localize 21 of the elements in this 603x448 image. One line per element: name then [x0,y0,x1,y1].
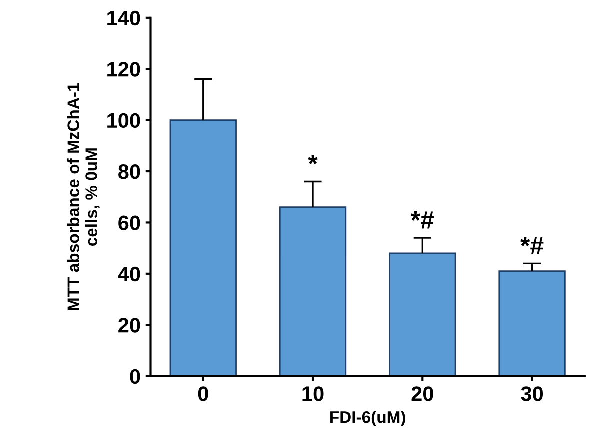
y-tick-label: 80 [118,164,140,180]
y-tick-label: 100 [108,113,140,128]
x-tick-label: 20 [412,386,434,402]
x-tick-label: 0 [198,386,208,402]
annotation: *# [410,212,434,229]
y-tick-label: 40 [118,266,140,282]
y-tick-label: 20 [118,318,140,333]
y-tick-label: 60 [118,216,140,230]
y-tick-label: 140 [108,10,140,26]
annotation: *# [520,237,544,254]
x-tick-label: 10 [302,386,324,402]
x-axis-title: FDI-6(uM) [330,411,406,427]
bar [279,206,347,376]
y-axis-title: MTT absorbance of MzChA-1 cells, % 0uM [67,83,100,310]
annotation: * [308,155,318,165]
y-tick-label: 0 [130,369,140,384]
x-tick-label: 30 [521,386,544,402]
bar [170,120,237,376]
bar [389,252,456,376]
bar [498,270,566,376]
y-tick-label: 120 [108,62,140,77]
